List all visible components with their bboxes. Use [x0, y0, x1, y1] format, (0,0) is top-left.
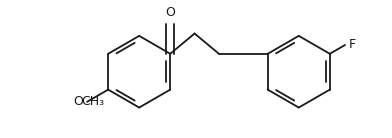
Text: O: O — [165, 6, 175, 19]
Text: F: F — [349, 39, 356, 51]
Text: CH₃: CH₃ — [82, 95, 105, 108]
Text: O: O — [73, 95, 83, 108]
